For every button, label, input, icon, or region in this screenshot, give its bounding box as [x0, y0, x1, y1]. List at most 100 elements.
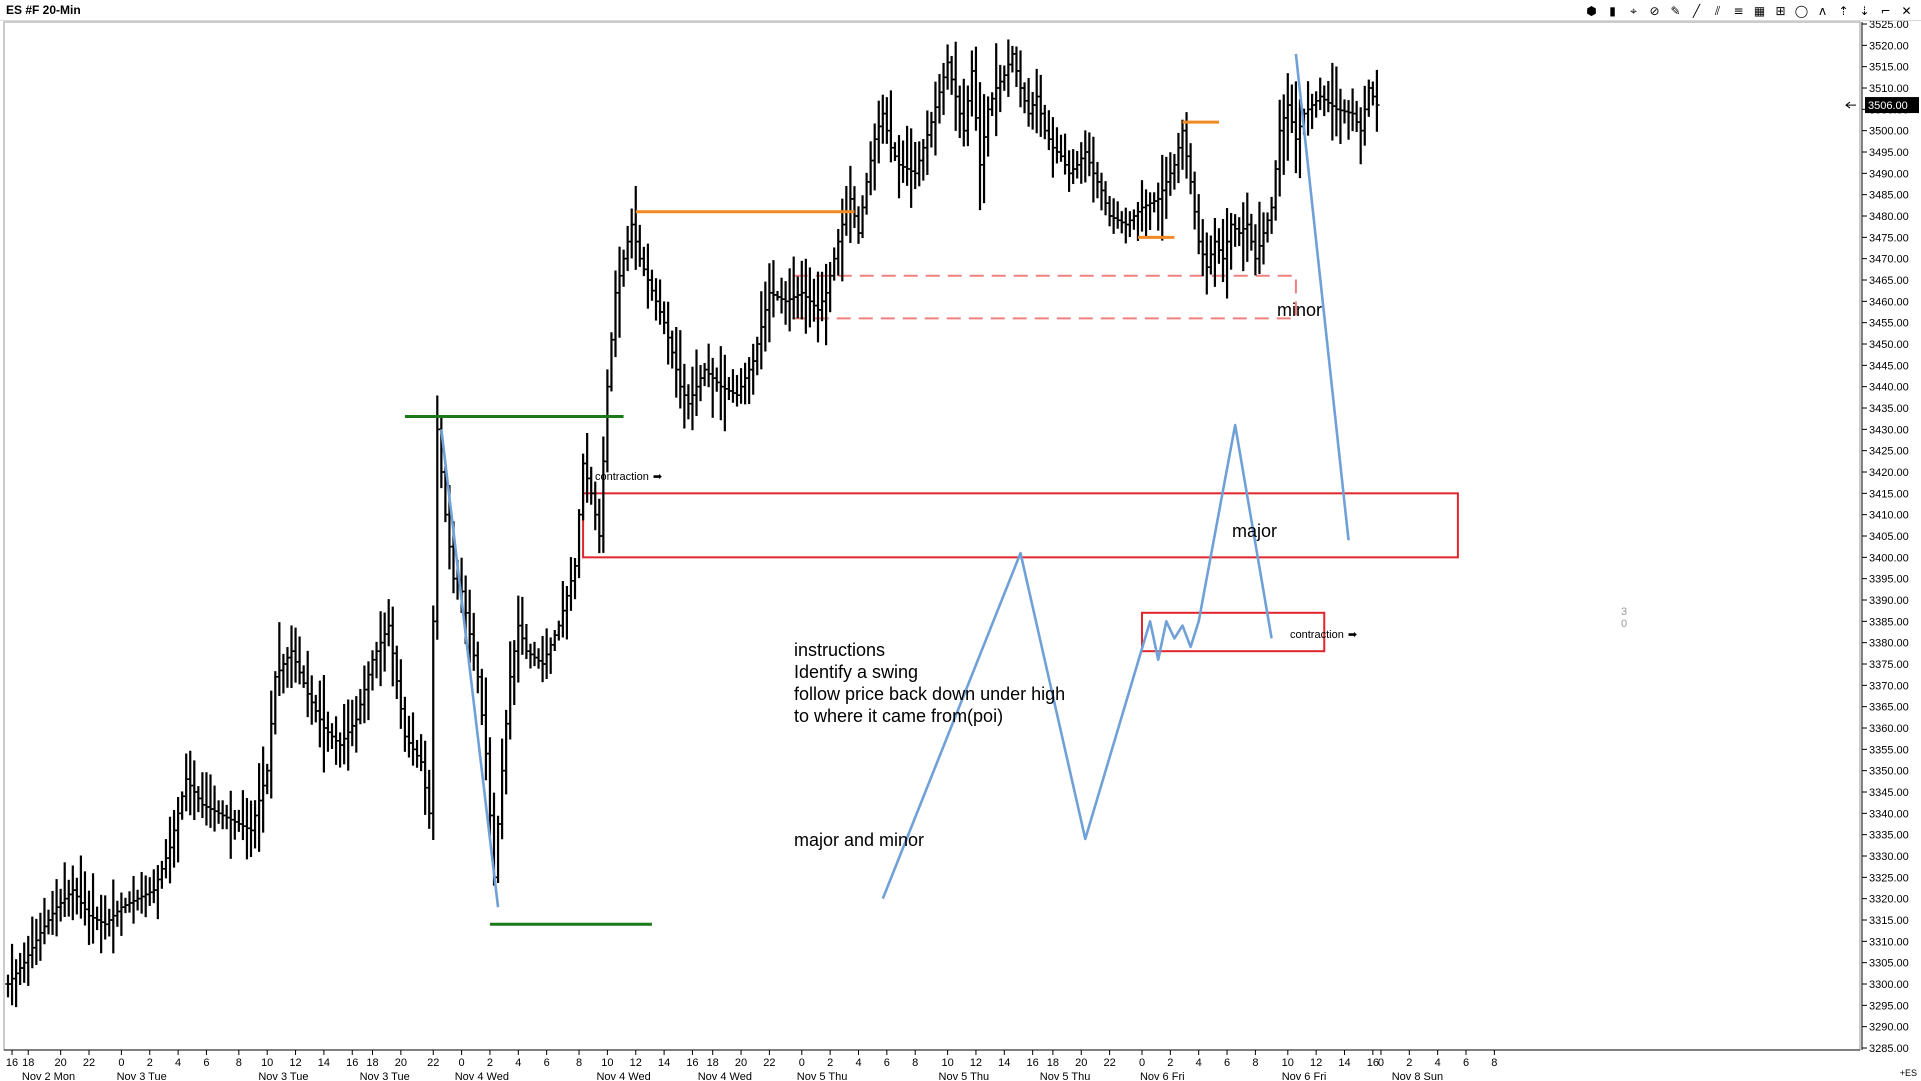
time-tick-label: 18: [366, 1057, 378, 1069]
price-tick-label: 3520.00: [1869, 40, 1909, 52]
time-tick-label: 12: [630, 1057, 642, 1069]
price-tick-label: 3360.00: [1869, 723, 1909, 735]
price-tick-label: 3355.00: [1869, 744, 1909, 756]
date-label: Nov 3 Tue: [360, 1071, 410, 1081]
time-tick-label: 6: [544, 1057, 550, 1069]
price-axis[interactable]: 3285.00 3290.00 3295.00 3300.00 3305.00 3310.…: [1845, 19, 1919, 1055]
grid-icon[interactable]: ▦: [1753, 4, 1766, 18]
palette-icon[interactable]: ⬢: [1586, 4, 1597, 18]
trendline-icon[interactable]: ╱: [1692, 4, 1701, 18]
time-tick-label: 18: [22, 1057, 34, 1069]
minor-zone-label: minor: [1277, 300, 1323, 320]
scale-side-marker: 3 0: [1621, 606, 1627, 630]
time-tick-label: 6: [1224, 1057, 1230, 1069]
price-tick-label: 3320.00: [1869, 894, 1909, 906]
price-tick-label: 3485.00: [1869, 190, 1909, 202]
time-tick-label: 0: [1378, 1057, 1384, 1069]
time-tick-label: 12: [289, 1057, 301, 1069]
time-tick-label: 16: [1367, 1057, 1379, 1069]
parallel-lines-icon[interactable]: ≡: [1733, 4, 1744, 18]
pencil-icon[interactable]: ✎: [1670, 4, 1681, 18]
stop-icon[interactable]: ⊘: [1649, 4, 1660, 18]
time-tick-label: 14: [998, 1057, 1010, 1069]
time-tick-label: 4: [855, 1057, 861, 1069]
time-tick-label: 22: [1103, 1057, 1115, 1069]
time-tick-label: 2: [147, 1057, 153, 1069]
time-tick-label: 2: [1167, 1057, 1173, 1069]
scale-side-digit: 3: [1621, 606, 1628, 618]
time-tick-label: 16: [686, 1057, 698, 1069]
time-tick-label: 16: [346, 1057, 358, 1069]
arrow-down-icon[interactable]: ⇣: [1859, 4, 1870, 18]
time-tick-label: 4: [1196, 1057, 1202, 1069]
cursor-icon[interactable]: ⌖: [1630, 4, 1637, 18]
arrow-up-icon[interactable]: ⇡: [1838, 4, 1849, 18]
time-tick-label: 20: [55, 1057, 67, 1069]
bracket-icon[interactable]: ⌐: [1880, 4, 1891, 18]
price-tick-label: 3375.00: [1869, 659, 1909, 671]
price-tick-label: 3495.00: [1869, 147, 1909, 159]
time-tick-label: 16: [1027, 1057, 1039, 1069]
price-tick-label: 3335.00: [1869, 830, 1909, 842]
time-tick-label: 2: [1406, 1057, 1412, 1069]
price-tick-label: 3325.00: [1869, 872, 1909, 884]
time-axis[interactable]: 16 18 20 22 0 2 4 6 8 10 12 14 16 18 20 22 0 2 4 6 8 10 12 14 16…: [4, 1049, 1860, 1081]
price-tick-label: 3400.00: [1869, 552, 1909, 564]
instructions-line: to where it came from(poi): [794, 706, 1004, 726]
date-label: Nov 4 Wed: [698, 1071, 752, 1081]
price-tick-label: 3440.00: [1869, 382, 1909, 394]
zigzag-icon[interactable]: ᴧ: [1818, 4, 1827, 18]
price-tick-label: 3285.00: [1869, 1043, 1909, 1055]
time-tick-label: 14: [1338, 1057, 1350, 1069]
price-tick-label: 3385.00: [1869, 616, 1909, 628]
price-tick-label: 3300.00: [1869, 979, 1909, 991]
price-tick-label: 3295.00: [1869, 1000, 1909, 1012]
price-tick-label: 3420.00: [1869, 467, 1909, 479]
time-tick-label: 2: [827, 1057, 833, 1069]
price-tick-label: 3350.00: [1869, 766, 1909, 778]
date-label: Nov 5 Thu: [1040, 1071, 1091, 1081]
time-tick-label: 4: [515, 1057, 521, 1069]
candle-icon[interactable]: ▮: [1609, 4, 1616, 18]
contraction-text: contraction: [595, 471, 649, 483]
fibonacci-icon[interactable]: ⊞: [1775, 4, 1786, 18]
price-tick-label: 3365.00: [1869, 702, 1909, 714]
price-tick-label: 3455.00: [1869, 318, 1909, 330]
time-tick-label: 14: [658, 1057, 670, 1069]
chart-title: ES #F 20-Min: [6, 3, 81, 17]
channel-icon[interactable]: ⫽: [1714, 4, 1721, 18]
swing-line: [1294, 53, 1350, 541]
price-tick-label: 3370.00: [1869, 680, 1909, 692]
instructions-line: Identify a swing: [794, 662, 919, 682]
scale-side-digit: 0: [1621, 618, 1628, 630]
time-tick-label: 0: [459, 1057, 465, 1069]
time-tick-label: 16: [6, 1057, 18, 1069]
price-tick-label: 3380.00: [1869, 638, 1909, 650]
price-tick-label: 3470.00: [1869, 254, 1909, 266]
price-tick-label: 3475.00: [1869, 232, 1909, 244]
instructions-note: instructions Identify a swing follow pri…: [794, 639, 1065, 727]
price-tick-label: 3435.00: [1869, 403, 1909, 415]
date-label: Nov 2 Mon: [22, 1071, 75, 1081]
swing-lines: [440, 53, 1350, 908]
close-icon[interactable]: ✕: [1901, 4, 1912, 18]
price-tick-label: 3465.00: [1869, 275, 1909, 287]
major-zone-box: [582, 492, 1459, 559]
contraction-text: contraction: [1290, 629, 1344, 641]
current-price-label: 3506.00: [1868, 100, 1908, 112]
time-tick-label: 8: [912, 1057, 918, 1069]
circle-icon[interactable]: ◯: [1794, 4, 1809, 18]
price-tick-label: 3510.00: [1869, 83, 1909, 95]
date-label: Nov 5 Thu: [939, 1071, 990, 1081]
date-label: Nov 5 Thu: [797, 1071, 848, 1081]
arrow-right-icon: ➡: [1347, 629, 1358, 641]
symbol-corner-label: +ES: [1899, 1068, 1917, 1078]
swing-line: [881, 423, 1273, 900]
price-tick-label: 3390.00: [1869, 595, 1909, 607]
chart-grid: [3, 21, 1861, 1051]
price-tick-label: 3515.00: [1869, 62, 1909, 74]
minor-zone-box: [792, 274, 1297, 320]
price-tick-label: 3460.00: [1869, 296, 1909, 308]
